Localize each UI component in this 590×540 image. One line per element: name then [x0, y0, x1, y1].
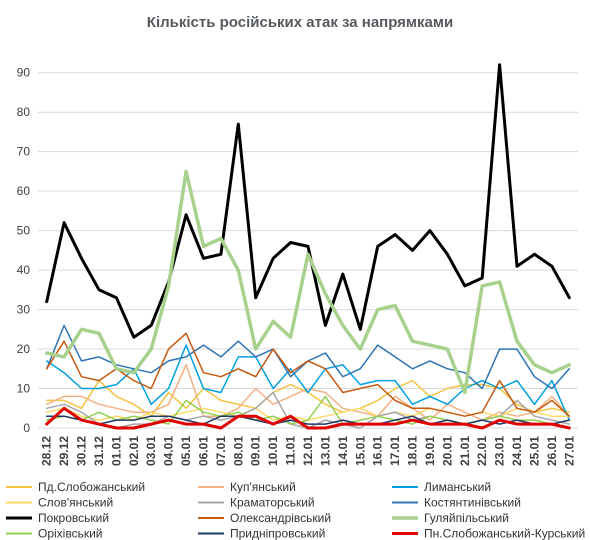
x-tick-label: 01.01 [109, 436, 123, 466]
x-tick-label: 26.01 [545, 436, 559, 466]
legend-item: Оріхівський [6, 527, 103, 540]
legend-label: Лиманський [424, 480, 491, 494]
x-tick-label: 29.12 [57, 436, 71, 466]
x-tick-label: 09.01 [249, 436, 263, 466]
x-tick-label: 11.01 [284, 436, 298, 466]
legend-label: Пд.Слобожанський [38, 480, 145, 494]
x-tick-label: 13.01 [318, 436, 332, 466]
x-tick-label: 05.01 [179, 436, 193, 466]
x-tick-label: 04.01 [162, 436, 176, 466]
x-tick-label: 25.01 [527, 436, 541, 466]
legend-item: Покровський [6, 511, 109, 525]
x-tick-label: 15.01 [353, 436, 367, 466]
series-line [44, 169, 572, 395]
y-tick-label: 50 [17, 224, 31, 238]
legend-label: Костянтинівський [424, 496, 521, 510]
chart-title: Кількість російських атак за напрямками [147, 14, 453, 31]
y-tick-label: 10 [17, 382, 31, 396]
x-tick-label: 14.01 [336, 436, 350, 466]
y-tick-label: 40 [17, 263, 31, 277]
legend-item: Лиманський [392, 480, 491, 494]
legend-label: Покровський [38, 511, 109, 525]
x-tick-label: 06.01 [196, 436, 210, 466]
legend-label: Краматорський [230, 496, 315, 510]
legend-item: Олександрівський [198, 511, 331, 525]
legend-item: Придніпровський [198, 527, 325, 540]
legend-item: Слов'янський [6, 496, 113, 510]
series-line [45, 344, 571, 421]
x-axis-ticks: 28.12 29.12 30.12 31.12 01.01 02.01 03.01 04.01… [40, 436, 577, 466]
series-line [45, 63, 571, 339]
y-tick-label: 90 [17, 66, 31, 80]
series-line [45, 324, 571, 390]
x-tick-label: 22.01 [475, 436, 489, 466]
x-tick-label: 27.01 [562, 436, 576, 466]
x-tick-label: 17.01 [388, 436, 402, 466]
legend-label: Оріхівський [38, 527, 103, 540]
legend-item: Куп'янський [198, 480, 296, 494]
legend-item: Пд.Слобожанський [6, 480, 145, 494]
legend-item: Гуляйпільський [392, 511, 509, 525]
x-tick-label: 31.12 [92, 436, 106, 466]
x-tick-label: 07.01 [214, 436, 228, 466]
x-tick-label: 16.01 [371, 436, 385, 466]
series-line [45, 406, 571, 430]
legend-label: Куп'янський [230, 480, 296, 494]
y-tick-label: 60 [17, 184, 31, 198]
x-tick-label: 30.12 [75, 436, 89, 466]
y-tick-label: 80 [17, 105, 31, 119]
legend: Пд.Слобожанський Куп'янський Лиманський Сло… [6, 480, 585, 540]
x-tick-label: 10.01 [266, 436, 280, 466]
series-line [45, 415, 571, 425]
legend-item: Краматорський [198, 496, 315, 510]
legend-item: Пн.Слобожанський-Курський [392, 527, 585, 540]
y-tick-label: 30 [17, 303, 31, 317]
y-axis-ticks: 0 10 20 30 40 50 60 70 80 90 [17, 66, 31, 435]
legend-item: Костянтинівський [392, 496, 521, 510]
legend-label: Придніпровський [230, 527, 325, 540]
y-tick-label: 70 [17, 145, 31, 159]
grid-lines [38, 72, 578, 429]
x-tick-label: 08.01 [231, 436, 245, 466]
series-line [45, 332, 571, 417]
legend-label: Олександрівський [230, 511, 331, 525]
series-lines [44, 63, 572, 430]
x-tick-label: 24.01 [510, 436, 524, 466]
x-tick-label: 02.01 [127, 436, 141, 466]
x-tick-label: 18.01 [406, 436, 420, 466]
x-tick-label: 21.01 [458, 436, 472, 466]
x-tick-label: 20.01 [440, 436, 454, 466]
y-tick-label: 0 [23, 421, 30, 435]
x-tick-label: 23.01 [493, 436, 507, 466]
legend-label: Гуляйпільський [424, 511, 509, 525]
x-tick-label: 12.01 [301, 436, 315, 466]
legend-label: Слов'янський [38, 496, 113, 510]
x-tick-label: 28.12 [40, 436, 54, 466]
y-tick-label: 20 [17, 342, 31, 356]
legend-label: Пн.Слобожанський-Курський [424, 527, 585, 540]
x-tick-label: 03.01 [144, 436, 158, 466]
x-tick-label: 19.01 [423, 436, 437, 466]
